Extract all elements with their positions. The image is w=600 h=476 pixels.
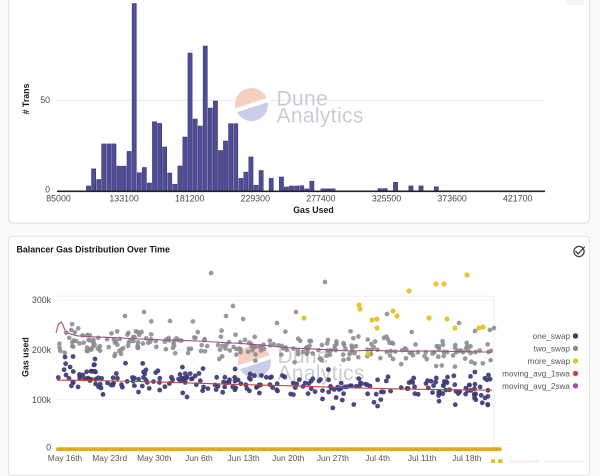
svg-text:0: 0 [46,443,51,453]
svg-text:May 16th: May 16th [48,453,83,463]
svg-text:Gas Used: Gas Used [293,205,334,215]
svg-text:50: 50 [40,95,50,105]
svg-text:133100: 133100 [109,194,138,204]
svg-text:moving_avg_1swa: moving_avg_1swa [502,369,570,378]
svg-text:two_swap: two_swap [534,344,571,353]
svg-text:325500: 325500 [372,194,401,204]
svg-text:300k: 300k [32,295,52,305]
svg-text:277400: 277400 [306,194,335,204]
svg-text:Jul 4th: Jul 4th [365,453,390,463]
svg-text:229300: 229300 [241,194,270,204]
svg-text:85000: 85000 [46,194,71,204]
svg-text:# Trans: # Trans [21,83,31,114]
svg-text:Jun 6th: Jun 6th [185,453,213,463]
svg-text:Gas used: Gas used [21,337,31,377]
svg-text:May 23rd: May 23rd [92,453,127,463]
svg-text:Jul 18th: Jul 18th [452,453,482,463]
svg-text:May 30th: May 30th [137,453,172,463]
svg-text:0: 0 [45,185,50,195]
svg-text:Dune: Dune [277,88,329,111]
svg-text:200k: 200k [32,345,52,355]
svg-text:more_swap: more_swap [528,357,571,366]
svg-text:Dune: Dune [278,345,330,368]
svg-text:Balancer Gas Distribution Over: Balancer Gas Distribution Over Time [17,245,170,255]
svg-text:Analytics: Analytics [277,105,364,128]
svg-text:moving_avg_2swa: moving_avg_2swa [502,382,570,391]
svg-text:Jun 13th: Jun 13th [228,453,260,463]
svg-text:421700: 421700 [503,194,532,204]
svg-text:181200: 181200 [175,194,204,204]
svg-text:100k: 100k [32,395,52,405]
svg-text:Jul 11th: Jul 11th [408,453,437,463]
svg-text:Jun 20th: Jun 20th [272,453,304,463]
svg-text:373600: 373600 [437,194,466,204]
svg-text:one_swap: one_swap [533,332,571,341]
svg-text:Jun 27th: Jun 27th [317,453,349,463]
